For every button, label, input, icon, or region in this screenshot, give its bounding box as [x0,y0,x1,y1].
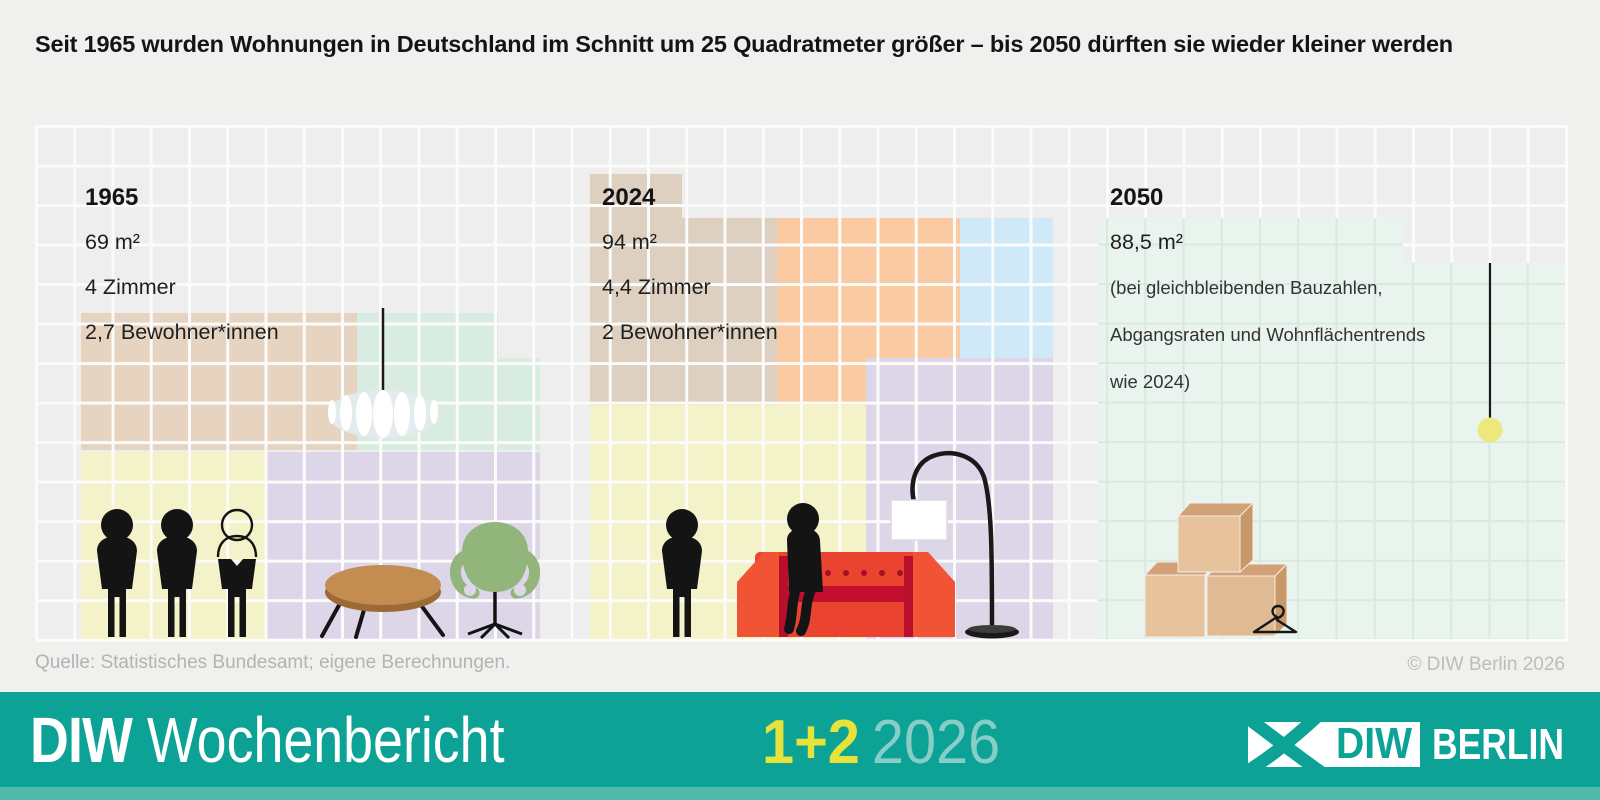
floorplan-block-2024-tan [590,218,777,405]
logo-berlin-text: BERLIN [1432,722,1564,768]
floorplan-block-2050-top [1098,218,1403,263]
floorplan-block-1965-yellow [81,452,266,639]
panel-2050-note-line3: wie 2024) [1110,371,1191,392]
panel-2024-residents: 2 Bewohner*innen [602,320,778,344]
floorplan-block-1965-mint-top [357,313,498,358]
diw-berlin-logo: DIW BERLIN [1248,722,1564,768]
floorplan-block-2050 [1098,263,1565,639]
panel-2024-rooms: 4,4 Zimmer [602,275,711,299]
floorplan-block-1965-mint [357,358,540,450]
panel-1965-rooms: 4 Zimmer [85,275,176,299]
publication-title-bold: DIW [30,704,133,776]
issue-number-value: 1+2 [762,708,860,777]
issue-year: 2026 [871,708,1001,777]
floorplan-block-2024-orange-lower [777,358,868,405]
floorplan-block-2024-yellow [590,405,866,639]
logo-diw-text: DIW [1336,722,1412,768]
source-note: Quelle: Statistisches Bundesamt; eigene … [35,652,511,673]
panel-2024-area: 94 m² [602,230,657,254]
footer-band-strip [0,787,1600,800]
floorplan-block-2024-title [590,174,682,218]
floorplan-block-2024-lavender [866,358,1053,639]
panel-2050-year: 2050 [1110,184,1164,211]
copyright-note: © DIW Berlin 2026 [1407,654,1565,675]
panel-2050-area: 88,5 m² [1110,230,1183,254]
issue-number: 1+2 2026 [762,712,1000,774]
floorplan-block-2024-blue [960,218,1053,358]
floorplan-block-1965-tan [81,313,357,450]
panel-1965-residents: 2,7 Bewohner*innen [85,320,279,344]
floorplan-block-2024-orange [777,218,960,358]
publication-title-name: Wochenbericht [146,704,505,776]
panel-2050-note-line1: (bei gleichbleibenden Bauzahlen, [1110,277,1383,298]
panel-2024-year: 2024 [602,184,656,211]
floorplan-block-1965-lavender [266,452,540,639]
panel-2050-note-line2: Abgangsraten und Wohnflächentrends [1110,324,1426,345]
publication-title: DIW Wochenbericht [30,708,505,772]
page-title: Seit 1965 wurden Wohnungen in Deutschlan… [35,31,1453,57]
diw-logo-icon: DIW [1248,722,1420,768]
panel-1965-area: 69 m² [85,230,140,254]
panel-1965-year: 1965 [85,184,139,211]
